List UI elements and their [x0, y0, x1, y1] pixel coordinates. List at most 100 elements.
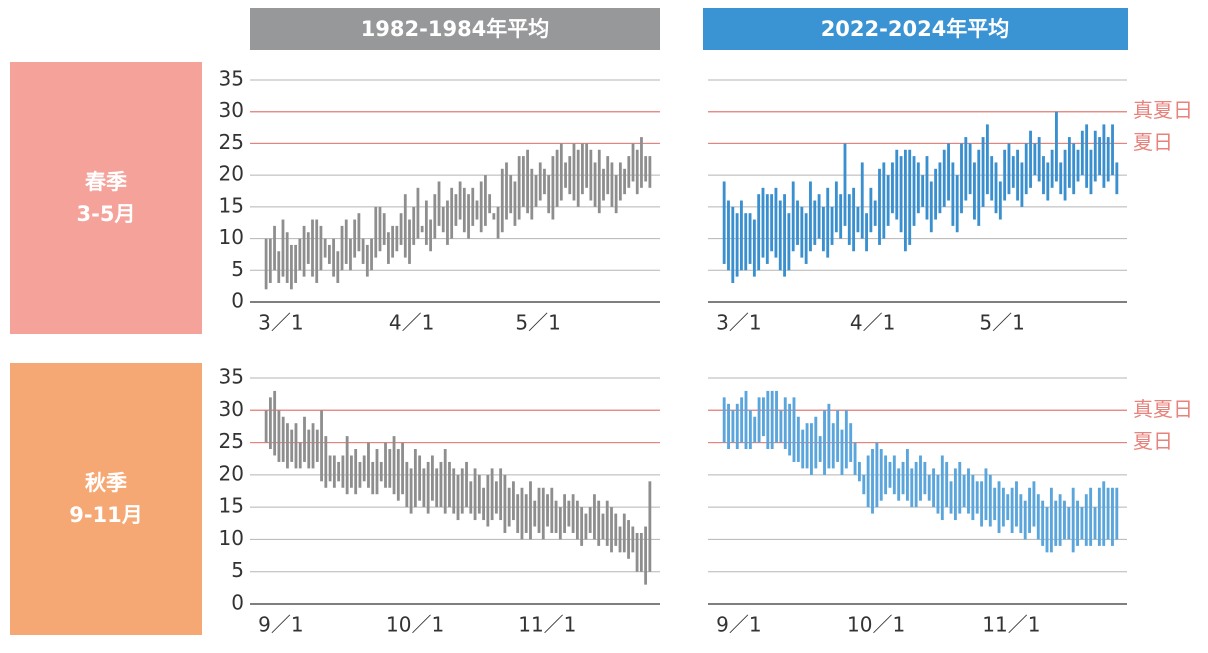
- range-bar: [964, 137, 968, 201]
- range-bar: [507, 487, 511, 527]
- y-tick-label: 15: [219, 193, 244, 217]
- range-bar: [953, 468, 957, 521]
- range-bar: [550, 487, 554, 533]
- range-bar: [602, 168, 605, 201]
- range-bar: [921, 175, 925, 207]
- range-bar: [387, 232, 390, 264]
- range-bar: [1102, 481, 1106, 546]
- range-bar: [431, 455, 434, 501]
- range-bar: [533, 500, 537, 527]
- y-tick-label: 5: [231, 558, 244, 582]
- range-bar: [1045, 507, 1049, 553]
- column-header-bg: [250, 8, 660, 50]
- range-bar: [644, 526, 648, 585]
- range-bar: [1042, 156, 1045, 195]
- range-bar: [576, 149, 580, 207]
- range-bar: [980, 481, 984, 527]
- range-bar: [452, 468, 456, 514]
- range-bar: [892, 455, 896, 495]
- range-bar: [849, 423, 853, 462]
- range-bar: [298, 442, 302, 469]
- range-bar: [471, 187, 475, 226]
- range-bar: [912, 156, 916, 226]
- range-bar: [1115, 162, 1119, 195]
- range-bar: [1032, 481, 1036, 527]
- range-bar: [340, 225, 344, 271]
- range-bar: [1089, 487, 1093, 546]
- range-bar: [395, 225, 399, 252]
- range-bar: [722, 397, 726, 443]
- range-bar: [1059, 162, 1063, 195]
- range-bar: [834, 181, 838, 233]
- range-bar: [783, 397, 787, 450]
- range-bar: [878, 168, 881, 245]
- range-bar: [541, 487, 545, 540]
- range-bar: [753, 416, 757, 443]
- range-bar: [792, 397, 796, 462]
- range-bar: [601, 513, 605, 540]
- range-bar: [1071, 487, 1075, 553]
- range-bar: [1084, 494, 1088, 546]
- range-bar: [547, 175, 551, 214]
- range-bar: [610, 507, 613, 553]
- range-bar: [847, 194, 851, 245]
- range-bar: [361, 238, 365, 264]
- range-bar: [830, 206, 834, 245]
- range-bar: [529, 481, 532, 540]
- range-bar: [374, 206, 378, 258]
- range-bar: [572, 143, 576, 201]
- range-bar: [960, 143, 963, 214]
- range-bar: [940, 455, 944, 521]
- range-bar: [639, 532, 643, 572]
- range-bar: [1111, 124, 1114, 176]
- range-bar: [765, 194, 769, 264]
- range-bar: [788, 403, 792, 456]
- range-bar: [413, 449, 417, 508]
- range-bar: [1067, 507, 1071, 540]
- range-bar: [456, 474, 460, 521]
- range-bar: [492, 213, 496, 220]
- range-bar: [551, 156, 555, 220]
- range-bar: [568, 156, 572, 195]
- range-bar: [382, 213, 386, 245]
- range-bar: [962, 474, 966, 508]
- range-bar: [336, 251, 340, 283]
- range-bar: [375, 449, 379, 495]
- range-bar: [367, 442, 370, 488]
- range-bar: [494, 481, 498, 514]
- range-bar: [899, 156, 903, 233]
- range-bar: [862, 474, 866, 495]
- range-bar: [488, 194, 492, 214]
- range-bar: [465, 461, 468, 508]
- range-bar: [1041, 500, 1045, 546]
- range-bar: [1001, 487, 1005, 527]
- range-bar: [766, 390, 770, 450]
- range-bar: [977, 149, 981, 226]
- range-bar: [479, 181, 483, 233]
- range-bar: [1029, 130, 1032, 188]
- range-bar: [903, 149, 907, 252]
- range-bar: [1098, 137, 1102, 176]
- range-bar: [378, 206, 382, 252]
- range-bar: [365, 244, 369, 277]
- range-bar: [358, 461, 362, 488]
- range-bar: [843, 143, 847, 226]
- x-tick-label: 11／1: [518, 613, 576, 637]
- range-bar: [298, 238, 302, 271]
- range-bar: [391, 225, 395, 258]
- range-bar: [454, 194, 458, 226]
- range-bar: [761, 187, 765, 258]
- range-bar: [744, 213, 748, 271]
- reference-label: 夏日: [1133, 130, 1173, 154]
- range-bar: [477, 474, 481, 514]
- range-bar: [936, 474, 940, 514]
- row-season: 春季: [85, 170, 127, 194]
- range-bar: [426, 461, 430, 514]
- range-bar: [337, 461, 341, 482]
- range-bar: [500, 168, 504, 233]
- range-bar: [919, 455, 922, 501]
- range-bar: [942, 149, 946, 207]
- range-bar: [744, 390, 748, 450]
- column-header: 1982-1984年平均: [361, 17, 550, 41]
- range-bar: [856, 206, 860, 233]
